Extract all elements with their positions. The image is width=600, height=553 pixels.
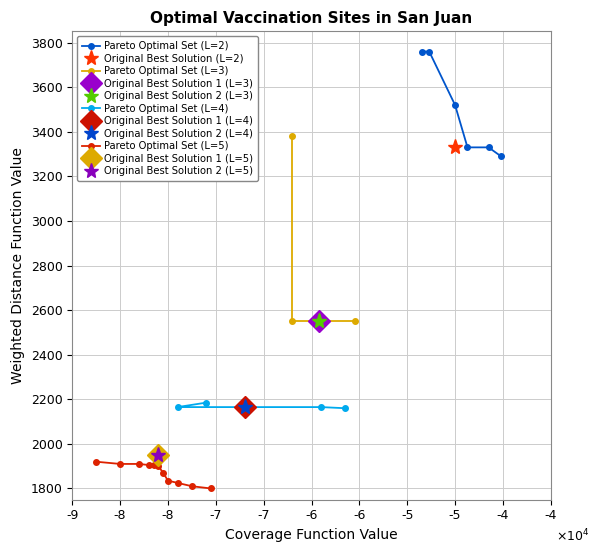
Pareto Optimal Set (L=2) [485,144,492,150]
Pareto Optimal Set (L=5) [116,461,124,467]
Legend: Pareto Optimal Set (L=2), Original Best Solution (L=2), Pareto Optimal Set (L=3): Pareto Optimal Set (L=2), Original Best … [77,36,258,181]
Pareto Optimal Set (L=5) [145,462,152,468]
Pareto Optimal Set (L=5) [150,462,157,468]
Pareto Optimal Set (L=2) [418,48,425,55]
Pareto Optimal Set (L=5) [174,479,181,486]
Pareto Optimal Set (L=4) [203,399,210,406]
Line: Pareto Optimal Set (L=3): Pareto Optimal Set (L=3) [290,133,358,324]
Pareto Optimal Set (L=2) [425,48,433,55]
Text: $\times10^4$: $\times10^4$ [556,528,589,544]
Pareto Optimal Set (L=2) [464,144,471,150]
Title: Optimal Vaccination Sites in San Juan: Optimal Vaccination Sites in San Juan [151,11,473,26]
Pareto Optimal Set (L=5) [164,477,172,484]
Y-axis label: Weighted Distance Function Value: Weighted Distance Function Value [11,147,25,384]
Pareto Optimal Set (L=5) [160,469,167,476]
Line: Pareto Optimal Set (L=4): Pareto Optimal Set (L=4) [175,400,348,411]
Pareto Optimal Set (L=5) [188,483,196,489]
Pareto Optimal Set (L=4) [317,404,325,410]
Pareto Optimal Set (L=3) [316,318,323,325]
X-axis label: Coverage Function Value: Coverage Function Value [225,528,398,542]
Line: Pareto Optimal Set (L=2): Pareto Optimal Set (L=2) [419,49,504,159]
Pareto Optimal Set (L=5) [208,485,215,492]
Pareto Optimal Set (L=2) [497,153,505,160]
Pareto Optimal Set (L=3) [289,318,296,325]
Pareto Optimal Set (L=5) [92,458,100,465]
Pareto Optimal Set (L=2) [451,102,458,108]
Pareto Optimal Set (L=5) [136,461,143,467]
Pareto Optimal Set (L=3) [351,318,358,325]
Pareto Optimal Set (L=4) [241,404,248,410]
Pareto Optimal Set (L=3) [289,133,296,139]
Pareto Optimal Set (L=4) [341,405,349,411]
Pareto Optimal Set (L=4) [174,404,181,410]
Pareto Optimal Set (L=5) [155,463,162,469]
Line: Pareto Optimal Set (L=5): Pareto Optimal Set (L=5) [94,459,214,491]
